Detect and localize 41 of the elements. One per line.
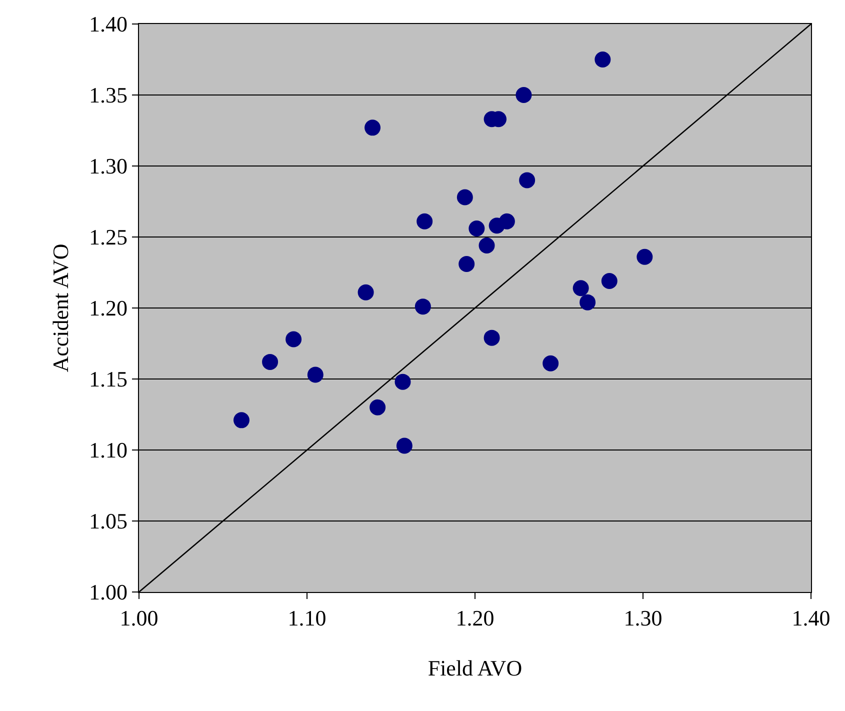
point [542,355,559,372]
point [498,213,515,230]
point [416,213,433,230]
point [468,220,485,236]
y-tick-label: 1.10 [88,438,128,463]
point [572,280,589,296]
point [286,331,302,348]
y-tick-label: 1.25 [88,224,128,250]
point [262,354,278,370]
x-tick-label: 1.00 [120,606,158,631]
x-tick-label: 1.10 [288,606,326,631]
y-tick-label: 1.40 [88,12,128,37]
point [233,412,250,428]
point [601,273,618,290]
point [414,298,431,315]
point [364,120,381,136]
point [594,52,611,68]
point [580,294,596,310]
x-axis-title: Field AVO [428,655,522,680]
point [394,374,411,390]
point [456,189,473,206]
point [358,284,374,300]
point [516,87,532,103]
point [458,256,475,272]
x-tick-label: 1.30 [624,606,662,631]
y-tick-label: 1.35 [88,82,128,108]
point [307,366,324,383]
y-tick-label: 1.00 [88,580,128,605]
point [478,238,495,254]
y-tick-label: 1.15 [88,366,128,392]
y-tick-label: 1.05 [88,508,128,534]
point [396,438,412,454]
y-tick-label: 1.20 [88,296,128,321]
point [519,172,536,188]
y-axis-title: Accident AVO [48,244,73,372]
y-tick-label: 1.30 [88,154,128,179]
point [636,248,653,265]
point [484,330,500,346]
x-tick-label: 1.40 [792,606,830,631]
x-tick-label: 1.20 [456,606,494,631]
point [370,399,386,416]
